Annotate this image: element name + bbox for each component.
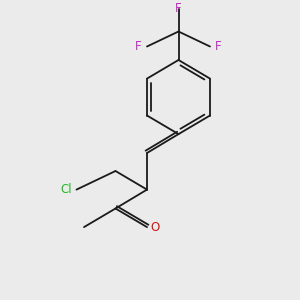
Text: F: F	[175, 2, 182, 16]
Text: F: F	[135, 40, 142, 53]
Text: Cl: Cl	[61, 183, 72, 196]
Text: O: O	[151, 220, 160, 234]
Text: F: F	[215, 40, 222, 53]
